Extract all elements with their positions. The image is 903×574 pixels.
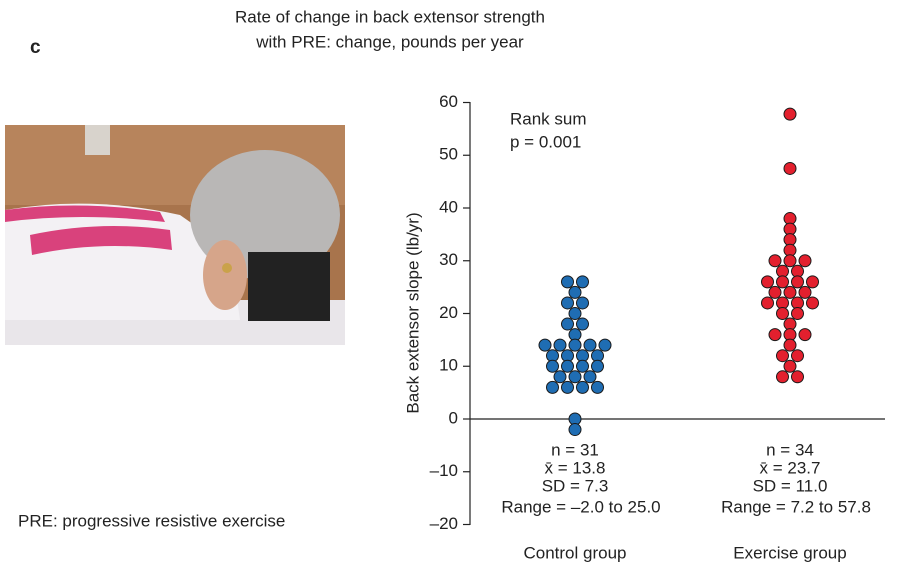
dot — [547, 381, 559, 393]
dot — [792, 350, 804, 362]
dot — [762, 276, 774, 288]
dot — [562, 297, 574, 309]
dot — [792, 308, 804, 320]
dot — [592, 381, 604, 393]
title-line: Rate of change in back extensor strength — [235, 7, 545, 26]
dot — [569, 339, 581, 351]
dot — [799, 286, 811, 298]
panel-label: c — [30, 37, 41, 58]
y-tick-label: 20 — [439, 303, 458, 322]
dot — [562, 360, 574, 372]
dot — [569, 286, 581, 298]
dot — [784, 339, 796, 351]
dot — [792, 276, 804, 288]
y-tick-label: –20 — [430, 514, 458, 533]
stat-label: x̄ = 23.7 — [760, 458, 821, 477]
dot — [777, 350, 789, 362]
y-tick-label: 50 — [439, 145, 458, 164]
stat-label: Range = 7.2 to 57.8 — [721, 497, 871, 516]
y-tick-label: 60 — [439, 92, 458, 111]
dot — [562, 381, 574, 393]
y-tick-label: 30 — [439, 250, 458, 269]
annotation: p = 0.001 — [510, 132, 581, 151]
y-tick-label: 10 — [439, 356, 458, 375]
annotation: Rank sum — [510, 109, 587, 128]
dot — [584, 371, 596, 383]
dot — [777, 371, 789, 383]
stat-label: x̄ = 13.8 — [545, 458, 606, 477]
stat-label: SD = 11.0 — [753, 476, 828, 495]
dot — [577, 381, 589, 393]
dot — [807, 276, 819, 288]
caption: PRE: progressive resistive exercise — [18, 511, 285, 530]
dot — [577, 318, 589, 330]
dot — [577, 297, 589, 309]
dot — [547, 360, 559, 372]
dot — [784, 360, 796, 372]
dot — [777, 308, 789, 320]
dot — [539, 339, 551, 351]
dot — [762, 297, 774, 309]
dot — [554, 371, 566, 383]
dot — [562, 318, 574, 330]
dot — [784, 162, 796, 174]
dot — [769, 255, 781, 267]
dot — [799, 329, 811, 341]
dot — [569, 424, 581, 436]
y-tick-label: 0 — [449, 408, 458, 427]
dot — [554, 339, 566, 351]
dot — [577, 360, 589, 372]
dot — [807, 297, 819, 309]
dot — [584, 339, 596, 351]
stat-label: Range = –2.0 to 25.0 — [501, 497, 660, 516]
dot — [784, 108, 796, 120]
dot — [569, 371, 581, 383]
dot — [562, 276, 574, 288]
x-tick-label: Exercise group — [733, 543, 846, 562]
figure: Rate of change in back extensor strength… — [0, 0, 903, 569]
dot — [799, 255, 811, 267]
photo — [5, 125, 345, 345]
stat-label: SD = 7.3 — [542, 476, 609, 495]
dot — [769, 329, 781, 341]
dot — [577, 276, 589, 288]
stat-label: n = 34 — [766, 440, 814, 459]
y-axis-label: Back extensor slope (lb/yr) — [403, 212, 422, 413]
dot — [769, 286, 781, 298]
dot — [569, 308, 581, 320]
y-tick-label: 40 — [439, 197, 458, 216]
dot — [792, 371, 804, 383]
dot — [599, 339, 611, 351]
dot — [784, 286, 796, 298]
title-line: with PRE: change, pounds per year — [255, 32, 524, 51]
dot — [777, 276, 789, 288]
x-tick-label: Control group — [523, 543, 626, 562]
dot — [784, 255, 796, 267]
dot — [592, 360, 604, 372]
stat-label: n = 31 — [551, 440, 599, 459]
y-tick-label: –10 — [430, 461, 458, 480]
